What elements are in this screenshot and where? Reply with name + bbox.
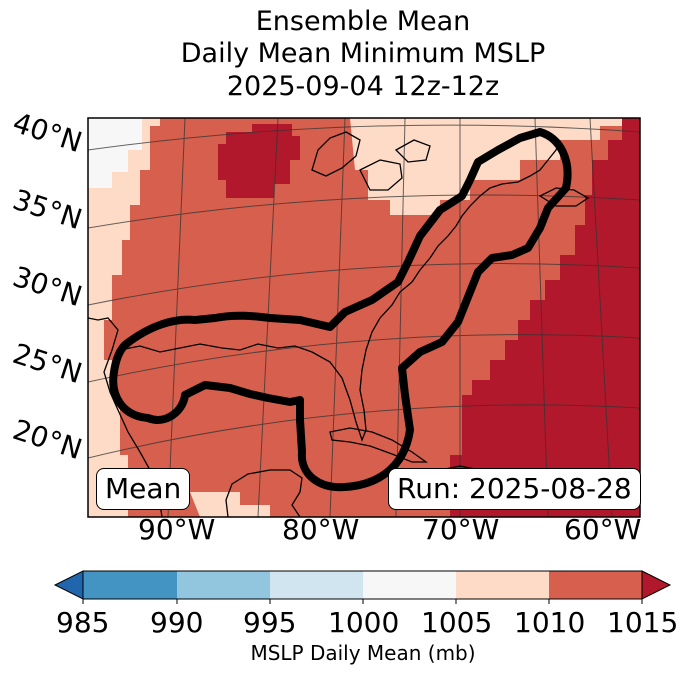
lon-label-70w: 70°W	[422, 513, 500, 546]
colorbar-tick-1010: 1010	[514, 606, 586, 639]
coastline-great-lakes	[311, 131, 431, 191]
colorbar-ticks	[82, 599, 643, 604]
gridline-25n	[88, 334, 640, 383]
mslp-contour-outline	[109, 128, 572, 492]
run-date-badge: Run: 2025-08-28	[388, 468, 641, 510]
map-frame	[87, 117, 641, 518]
coastline-cuba	[329, 427, 429, 463]
mslp-field-over-1015-canada	[218, 124, 300, 198]
colorbar-tick-1000: 1000	[328, 606, 400, 639]
colorbar-over-arrow	[641, 570, 672, 600]
gridline-65w	[534, 118, 549, 517]
colorbar	[53, 570, 672, 604]
colorbar-under-arrow	[53, 570, 84, 600]
gridline-20n	[88, 404, 640, 459]
coastline-yucatan	[225, 469, 303, 517]
colorbar-swatch-1005-1010	[456, 571, 549, 599]
colorbar-tick-985: 985	[56, 606, 110, 639]
mslp-field-over-1015-atlantic	[450, 118, 640, 517]
lon-label-90w: 90°W	[138, 513, 216, 546]
coastline-gulf-north	[119, 139, 561, 442]
map-title-line-3: 2025-09-04 12z-12z	[226, 71, 500, 102]
map-area	[88, 118, 640, 517]
lon-label-60w: 60°W	[564, 513, 642, 546]
gridline-75w	[395, 118, 406, 517]
colorbar-tick-995: 995	[243, 606, 297, 639]
mean-badge: Mean	[96, 468, 191, 510]
mslp-field-1005-1010-north	[350, 118, 640, 215]
gridline-30n	[88, 263, 640, 306]
gridline-40n	[88, 124, 640, 151]
lon-label-80w: 80°W	[282, 513, 360, 546]
colorbar-tick-1005: 1005	[421, 606, 493, 639]
colorbar-swatch-985-990	[83, 571, 177, 599]
colorbar-swatch-1000-1005	[363, 571, 456, 599]
map-title-line-2: Daily Mean Minimum MSLP	[180, 38, 546, 69]
gridline-60w	[589, 118, 613, 517]
colorbar-swatch-995-1000	[270, 571, 363, 599]
coastline-nova-scotia	[538, 187, 590, 207]
map-title-line-1: Ensemble Mean	[255, 6, 471, 37]
colorbar-swatch-1010-1015	[549, 571, 642, 599]
mslp-field-1005-1010-west	[88, 118, 160, 517]
colorbar-title: MSLP Daily Mean (mb)	[250, 641, 476, 665]
colorbar-tick-1015: 1015	[607, 606, 679, 639]
colorbar-swatch-990-995	[177, 571, 270, 599]
mslp-field-1005-1010-south	[190, 492, 270, 517]
colorbar-tick-990: 990	[150, 606, 204, 639]
mslp-field-1000-1005	[88, 118, 142, 188]
